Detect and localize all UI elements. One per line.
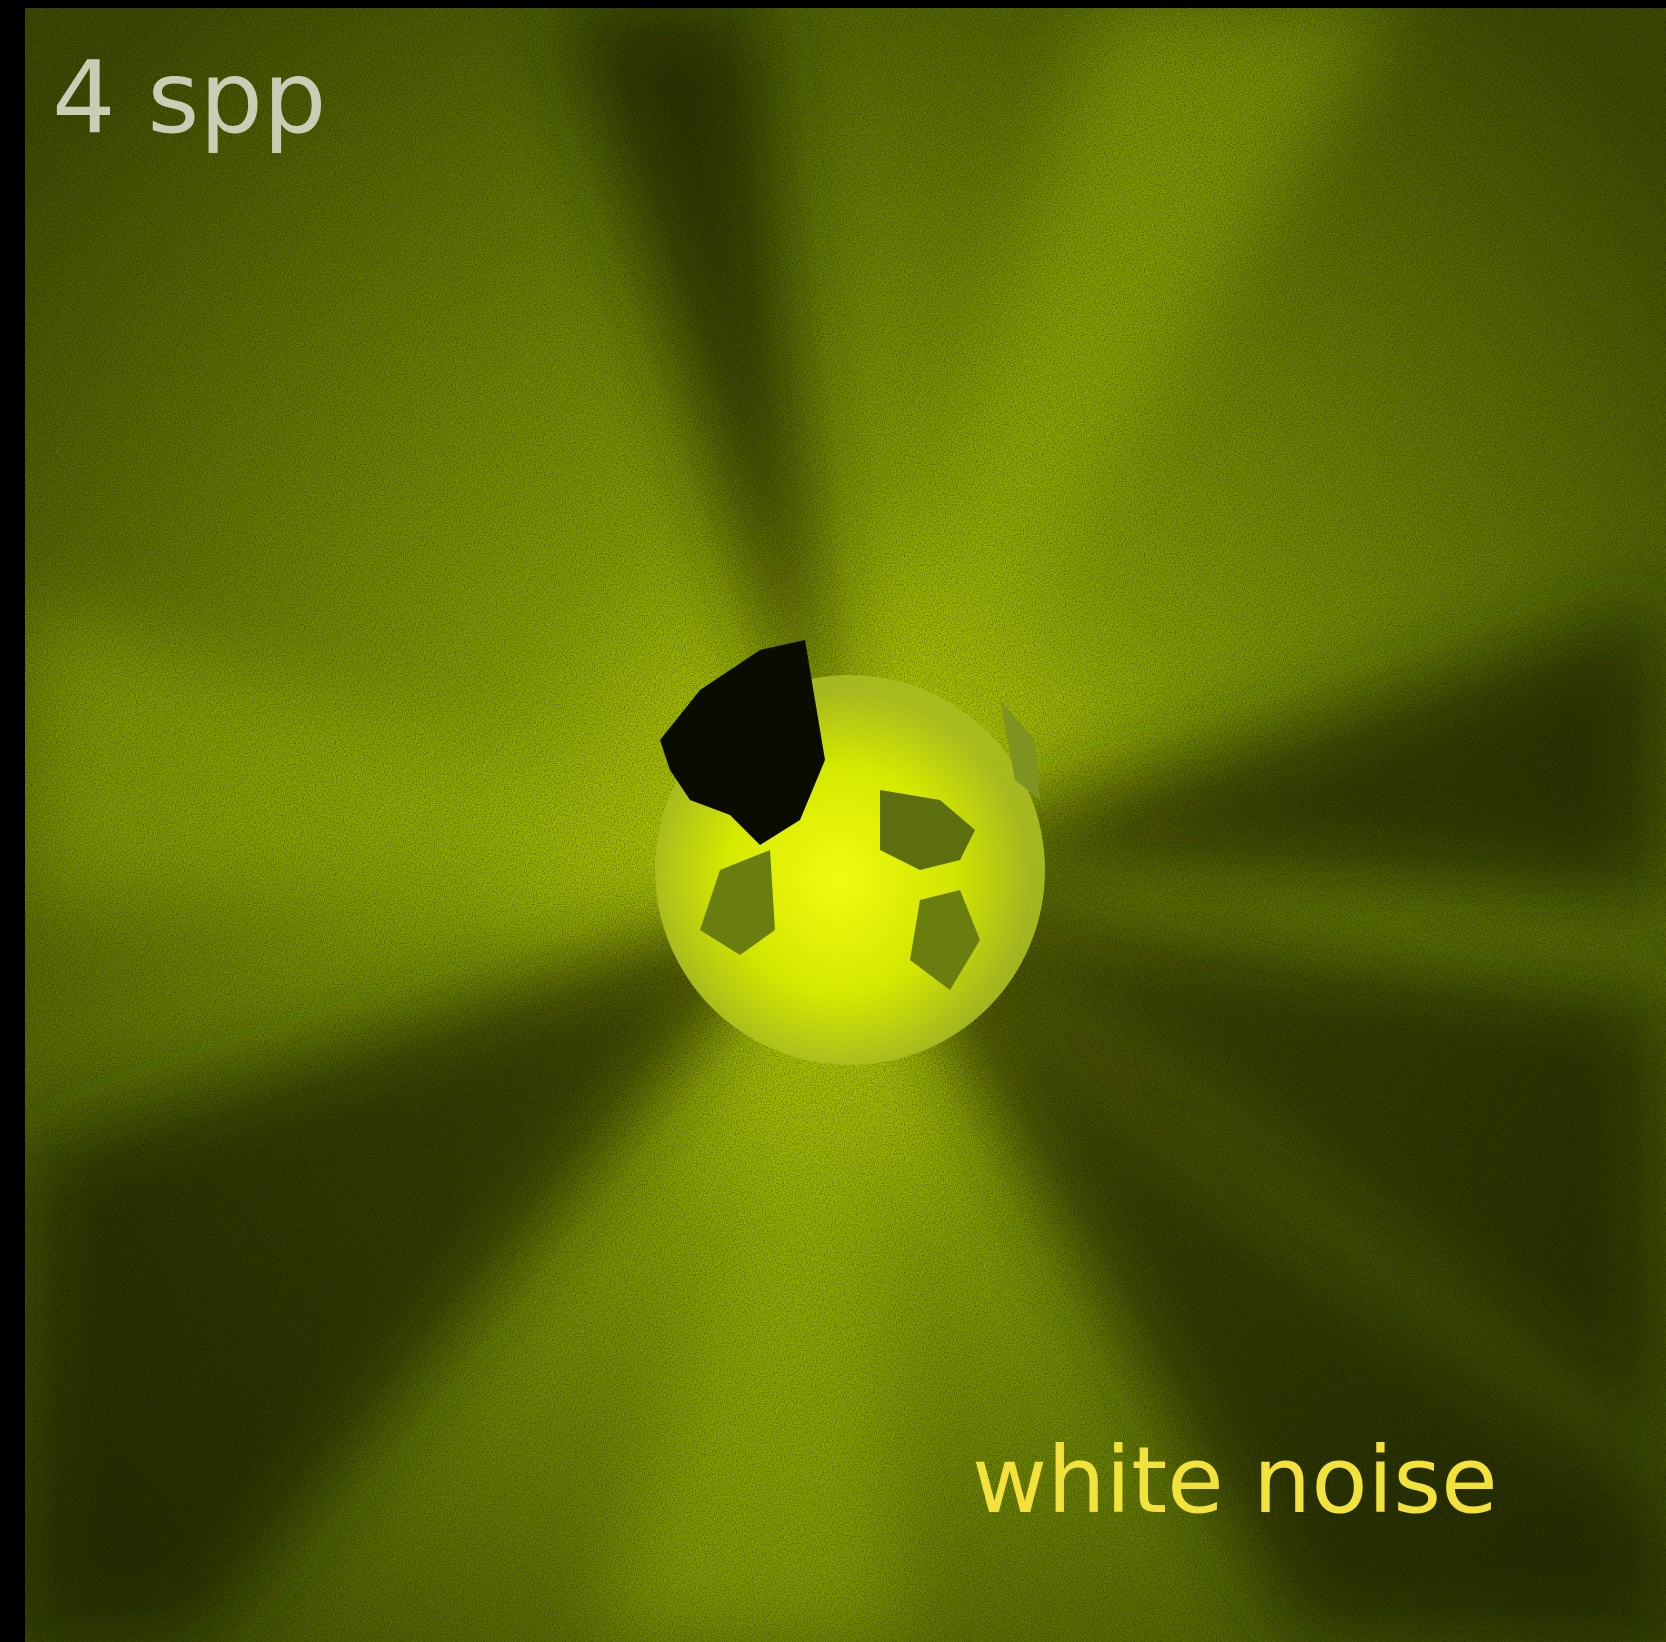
method-label: white noise (972, 1427, 1498, 1534)
samples-label: 4 spp (52, 39, 326, 156)
page: 4 spp white noise (() => { const data = … (0, 0, 1666, 1642)
render-image (25, 0, 1666, 1642)
render-view: 4 spp white noise (0, 0, 1666, 1642)
